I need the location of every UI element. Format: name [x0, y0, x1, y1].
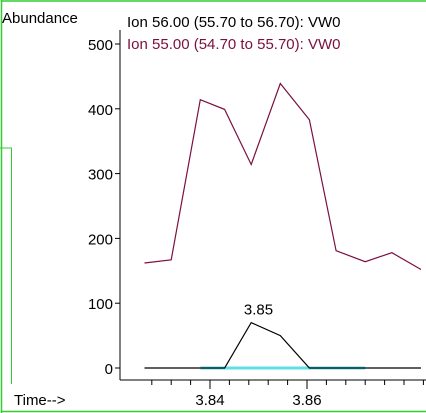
y-ticks: 0 100 200 300 400 500	[88, 37, 120, 378]
y-tick-label: 300	[88, 167, 113, 184]
y-tick-label: 100	[88, 296, 113, 313]
y-tick-label: 400	[88, 102, 113, 119]
x-axis-title: Time-->	[14, 392, 66, 409]
series-line-2	[144, 82, 422, 271]
y-axis-title: Abundance	[2, 10, 78, 27]
y-tick-label: 200	[88, 231, 113, 248]
y-tick-label: 500	[88, 37, 113, 54]
series-layer	[144, 82, 422, 370]
y-tick-label: 0	[105, 361, 113, 378]
peak-annotation-label: 3.85	[244, 302, 273, 319]
x-ticks: 3.84 3.86	[151, 380, 424, 409]
series-line-1	[144, 321, 421, 369]
x-tick-label: 3.84	[195, 392, 224, 409]
legend-series-2: Ion 55.00 (54.70 to 55.70): VW0	[127, 36, 340, 53]
x-tick-label: 3.86	[292, 392, 321, 409]
legend-series-1: Ion 56.00 (55.70 to 56.70): VW0	[127, 14, 340, 31]
